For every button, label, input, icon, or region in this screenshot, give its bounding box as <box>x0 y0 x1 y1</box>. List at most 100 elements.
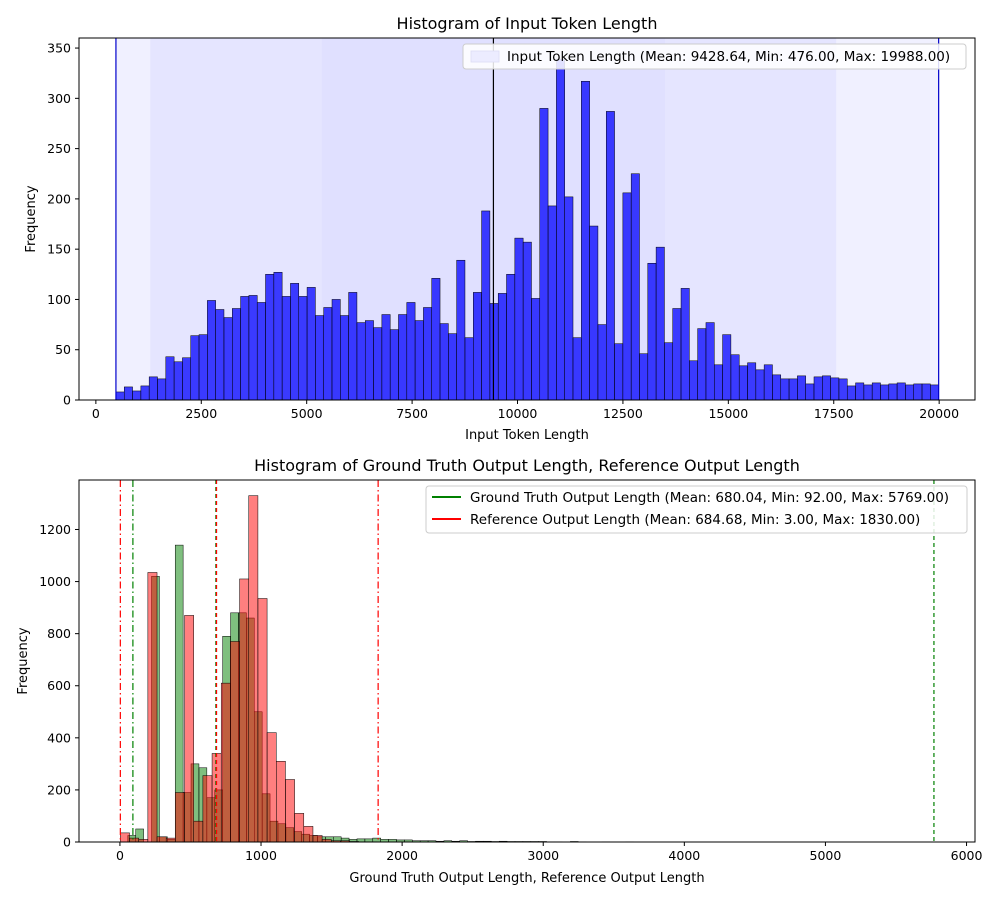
x-tick-label: 2500 <box>185 406 217 421</box>
histogram-bar <box>522 241 532 401</box>
histogram-bar <box>896 382 906 401</box>
y-tick-label: 100 <box>47 292 71 307</box>
histogram-bar <box>456 259 466 401</box>
histogram-bar <box>913 383 923 401</box>
histogram-bar <box>294 813 305 843</box>
histogram-bar <box>506 274 516 401</box>
histogram-bar <box>655 246 665 401</box>
x-tick-label: 0 <box>92 406 100 421</box>
histogram-bar <box>572 337 582 401</box>
x-tick-label: 20000 <box>919 406 959 421</box>
histogram-bar <box>373 327 383 401</box>
x-tick-label: 17500 <box>814 406 854 421</box>
histogram-bar <box>605 111 615 401</box>
input-token-histogram: Histogram of Input Token Length Frequenc… <box>24 14 976 443</box>
histogram-bar <box>147 572 158 843</box>
histogram-bar <box>298 296 308 401</box>
histogram-bar <box>448 333 457 401</box>
histogram-bar <box>220 682 231 843</box>
histogram-bar <box>303 826 314 843</box>
y-axis-label: Frequency <box>24 185 39 252</box>
histogram-bar <box>175 792 185 843</box>
histogram-bar <box>182 357 191 401</box>
x-tick-label: 5000 <box>810 848 842 863</box>
x-tick-label: 2000 <box>386 848 418 863</box>
histogram-bar <box>763 364 773 401</box>
histogram-bar <box>581 80 590 401</box>
histogram-bar <box>290 283 300 401</box>
plot-frame <box>78 479 976 843</box>
x-tick-label: 5000 <box>291 406 323 421</box>
histogram-bar <box>239 578 249 843</box>
histogram-bar <box>672 308 682 401</box>
histogram-bar <box>115 391 125 401</box>
histogram-bar <box>389 329 399 401</box>
histogram-bar <box>473 292 482 401</box>
histogram-bar <box>431 278 441 401</box>
x-tick-label: 4000 <box>668 848 700 863</box>
histogram-bar <box>193 820 204 843</box>
histogram-bar <box>888 383 898 401</box>
x-tick-label: 10000 <box>498 406 538 421</box>
histogram-bar <box>348 292 358 401</box>
histogram-bar <box>664 342 673 401</box>
histogram-bar <box>381 314 391 401</box>
histogram-bar <box>481 210 491 401</box>
legend-frame <box>425 485 968 534</box>
histogram-bar <box>497 293 507 401</box>
histogram-bar <box>265 274 275 401</box>
histogram-bar <box>266 732 277 843</box>
y-tick-label: 800 <box>47 626 71 641</box>
histogram-bar <box>120 832 130 843</box>
histogram-bar <box>830 377 840 401</box>
chart-title: Histogram of Ground Truth Output Length,… <box>254 456 800 475</box>
histogram-bar <box>514 237 524 401</box>
histogram-bar <box>905 384 914 401</box>
y-tick-label: 200 <box>47 782 71 797</box>
histogram-bar <box>547 205 557 401</box>
histogram-bar <box>738 365 748 401</box>
histogram-bar <box>797 375 806 401</box>
histogram-bar <box>140 385 150 401</box>
histogram-bar <box>863 384 873 401</box>
histogram-bar <box>372 837 381 843</box>
histogram-bar <box>156 836 167 843</box>
histogram-bar <box>730 354 740 401</box>
histogram-bar <box>747 362 757 401</box>
histogram-bar <box>207 300 216 401</box>
histogram-bar <box>240 296 250 401</box>
histogram-bar <box>772 374 782 401</box>
histogram-bar <box>838 378 848 401</box>
histogram-bar <box>248 295 258 401</box>
histogram-bar <box>406 302 416 401</box>
histogram-bar <box>589 225 599 401</box>
histogram-bar <box>630 173 640 401</box>
x-axis-label: Input Token Length <box>465 428 589 443</box>
histogram-bar <box>423 307 432 401</box>
histogram-bar <box>788 378 798 401</box>
histogram-bar <box>680 288 690 401</box>
histogram-bar <box>822 375 831 401</box>
y-tick-label: 50 <box>55 342 71 357</box>
histogram-bar <box>556 58 565 401</box>
histogram-bar <box>198 334 208 401</box>
histogram-bar <box>215 309 225 401</box>
histogram-bar <box>202 775 213 843</box>
chart-title: Histogram of Input Token Length <box>397 14 658 33</box>
histogram-bar <box>614 343 624 401</box>
histogram-bar <box>846 385 856 401</box>
histogram-bar <box>276 761 286 843</box>
legend-frame <box>462 43 967 70</box>
y-tick-label: 1000 <box>39 574 71 589</box>
x-tick-label: 0 <box>116 848 124 863</box>
legend-label: Input Token Length (Mean: 9428.64, Min: … <box>507 49 950 65</box>
plot-frame <box>78 37 976 401</box>
histogram-bar <box>132 390 142 401</box>
histogram-bar <box>921 383 931 401</box>
histogram-bar <box>248 495 259 843</box>
histogram-bar <box>285 779 295 843</box>
histogram-bar <box>880 384 890 401</box>
histogram-bar <box>531 298 541 401</box>
histogram-bar <box>148 376 158 401</box>
